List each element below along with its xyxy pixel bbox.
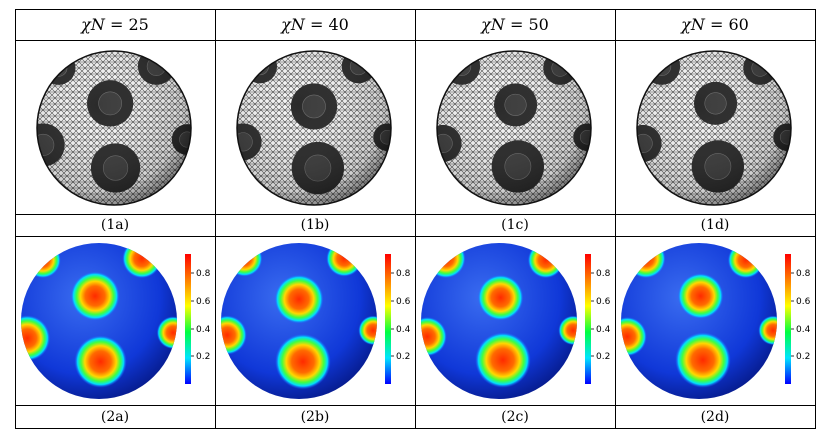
density-domain-patch	[274, 274, 324, 324]
colorbar-tick-label: 0.4	[396, 325, 411, 335]
colorbar-tick-label: 0.6	[396, 297, 411, 307]
column-header-3: χN = 50	[481, 15, 549, 34]
column-header-4: χN = 60	[681, 15, 749, 34]
colorbar: 0.8 0.6 0.4 0.2	[785, 254, 811, 384]
caption-1c: (1c)	[501, 217, 529, 233]
density-domain-patch	[221, 315, 247, 355]
density-domain-patch	[70, 271, 120, 321]
table-border-right	[815, 9, 816, 429]
mesh-sphere-image-1c	[416, 41, 615, 214]
density-domain-patch	[527, 243, 564, 279]
mesh-sphere-image-1a	[16, 41, 215, 214]
caption-2a: (2a)	[100, 409, 130, 425]
colorbar: 0.8 0.6 0.4 0.2	[585, 254, 611, 384]
density-domain-patch	[626, 243, 666, 279]
mesh-sphere-image-1b	[216, 41, 415, 214]
table-col-divider	[215, 9, 216, 429]
density-domain-patch	[426, 243, 466, 279]
density-domain-patch	[558, 315, 577, 346]
density-domain-patch	[21, 315, 51, 362]
colorbar-tick-label: 0.8	[796, 269, 811, 279]
density-domain-patch	[122, 243, 162, 279]
table-col-divider	[415, 9, 416, 429]
density-domain-patch	[477, 274, 524, 321]
colorbar: 0.8 0.6 0.4 0.2	[385, 254, 411, 384]
colormap-sphere-image-2b: 0.8 0.6 0.4 0.2	[216, 237, 415, 405]
mesh-sphere-image-1d	[616, 41, 815, 214]
density-domain-patch	[275, 333, 331, 390]
density-domain-patch	[326, 243, 363, 277]
density-domain-patch	[727, 243, 764, 279]
colorbar-tick-label: 0.6	[596, 297, 611, 307]
caption-1b: (1b)	[300, 217, 330, 233]
colorbar-tick-label: 0.8	[196, 269, 211, 279]
mesh-sphere	[36, 50, 192, 206]
density-domain-patch	[621, 316, 647, 357]
caption-1d: (1d)	[700, 217, 730, 233]
sphere-density-surface	[421, 243, 577, 399]
colorbar-tick-label: 0.6	[796, 297, 811, 307]
caption-1a: (1a)	[100, 217, 130, 233]
density-domain-patch	[226, 243, 263, 277]
mesh-sphere	[636, 50, 792, 206]
density-domain-patch	[675, 332, 731, 388]
colorbar-tick-label: 0.2	[796, 352, 810, 362]
sphere-density-surface	[621, 243, 777, 399]
sphere-density-surface	[21, 243, 177, 399]
colorbar-tick-label: 0.2	[596, 352, 610, 362]
colorbar-tick-label: 0.2	[196, 352, 210, 362]
colormap-sphere: 0.8 0.6 0.4 0.2	[421, 243, 611, 399]
density-domain-patch	[156, 316, 177, 350]
density-domain-patch	[677, 273, 724, 319]
colorbar-tick-label: 0.8	[396, 269, 411, 279]
density-domain-patch	[24, 243, 61, 279]
colorbar-tick-label: 0.4	[596, 325, 611, 335]
colorbar-tick-label: 0.6	[196, 297, 211, 307]
colorbar-gradient	[185, 254, 191, 384]
colormap-sphere-image-2a: 0.8 0.6 0.4 0.2	[16, 237, 215, 405]
density-domain-patch	[421, 316, 447, 357]
density-domain-patch	[758, 315, 777, 346]
density-domain-patch	[358, 315, 377, 346]
caption-2c: (2c)	[501, 409, 529, 425]
colormap-sphere: 0.8 0.6 0.4 0.2	[621, 243, 811, 399]
mesh-sphere	[436, 50, 592, 206]
colorbar-tick-label: 0.4	[196, 325, 211, 335]
caption-2b: (2b)	[300, 409, 330, 425]
caption-2d: (2d)	[700, 409, 730, 425]
colormap-sphere-image-2c: 0.8 0.6 0.4 0.2	[416, 237, 615, 405]
colorbar-gradient	[585, 254, 591, 384]
colormap-sphere: 0.8 0.6 0.4 0.2	[21, 243, 211, 399]
colorbar-tick-label: 0.8	[596, 269, 611, 279]
column-header-1: χN = 25	[81, 15, 149, 34]
colormap-sphere-image-2d: 0.8 0.6 0.4 0.2	[616, 237, 815, 405]
colorbar-tick-label: 0.4	[796, 325, 811, 335]
table-border-left	[15, 9, 16, 429]
colorbar-gradient	[385, 254, 391, 384]
colorbar: 0.8 0.6 0.4 0.2	[185, 254, 211, 384]
mesh-sphere	[236, 50, 392, 206]
colorbar-gradient	[785, 254, 791, 384]
table-col-divider	[615, 9, 616, 429]
column-header-2: χN = 40	[281, 15, 349, 34]
density-domain-patch	[475, 332, 531, 388]
density-domain-patch	[74, 335, 127, 388]
colormap-sphere: 0.8 0.6 0.4 0.2	[221, 243, 411, 399]
colorbar-tick-label: 0.2	[396, 352, 410, 362]
